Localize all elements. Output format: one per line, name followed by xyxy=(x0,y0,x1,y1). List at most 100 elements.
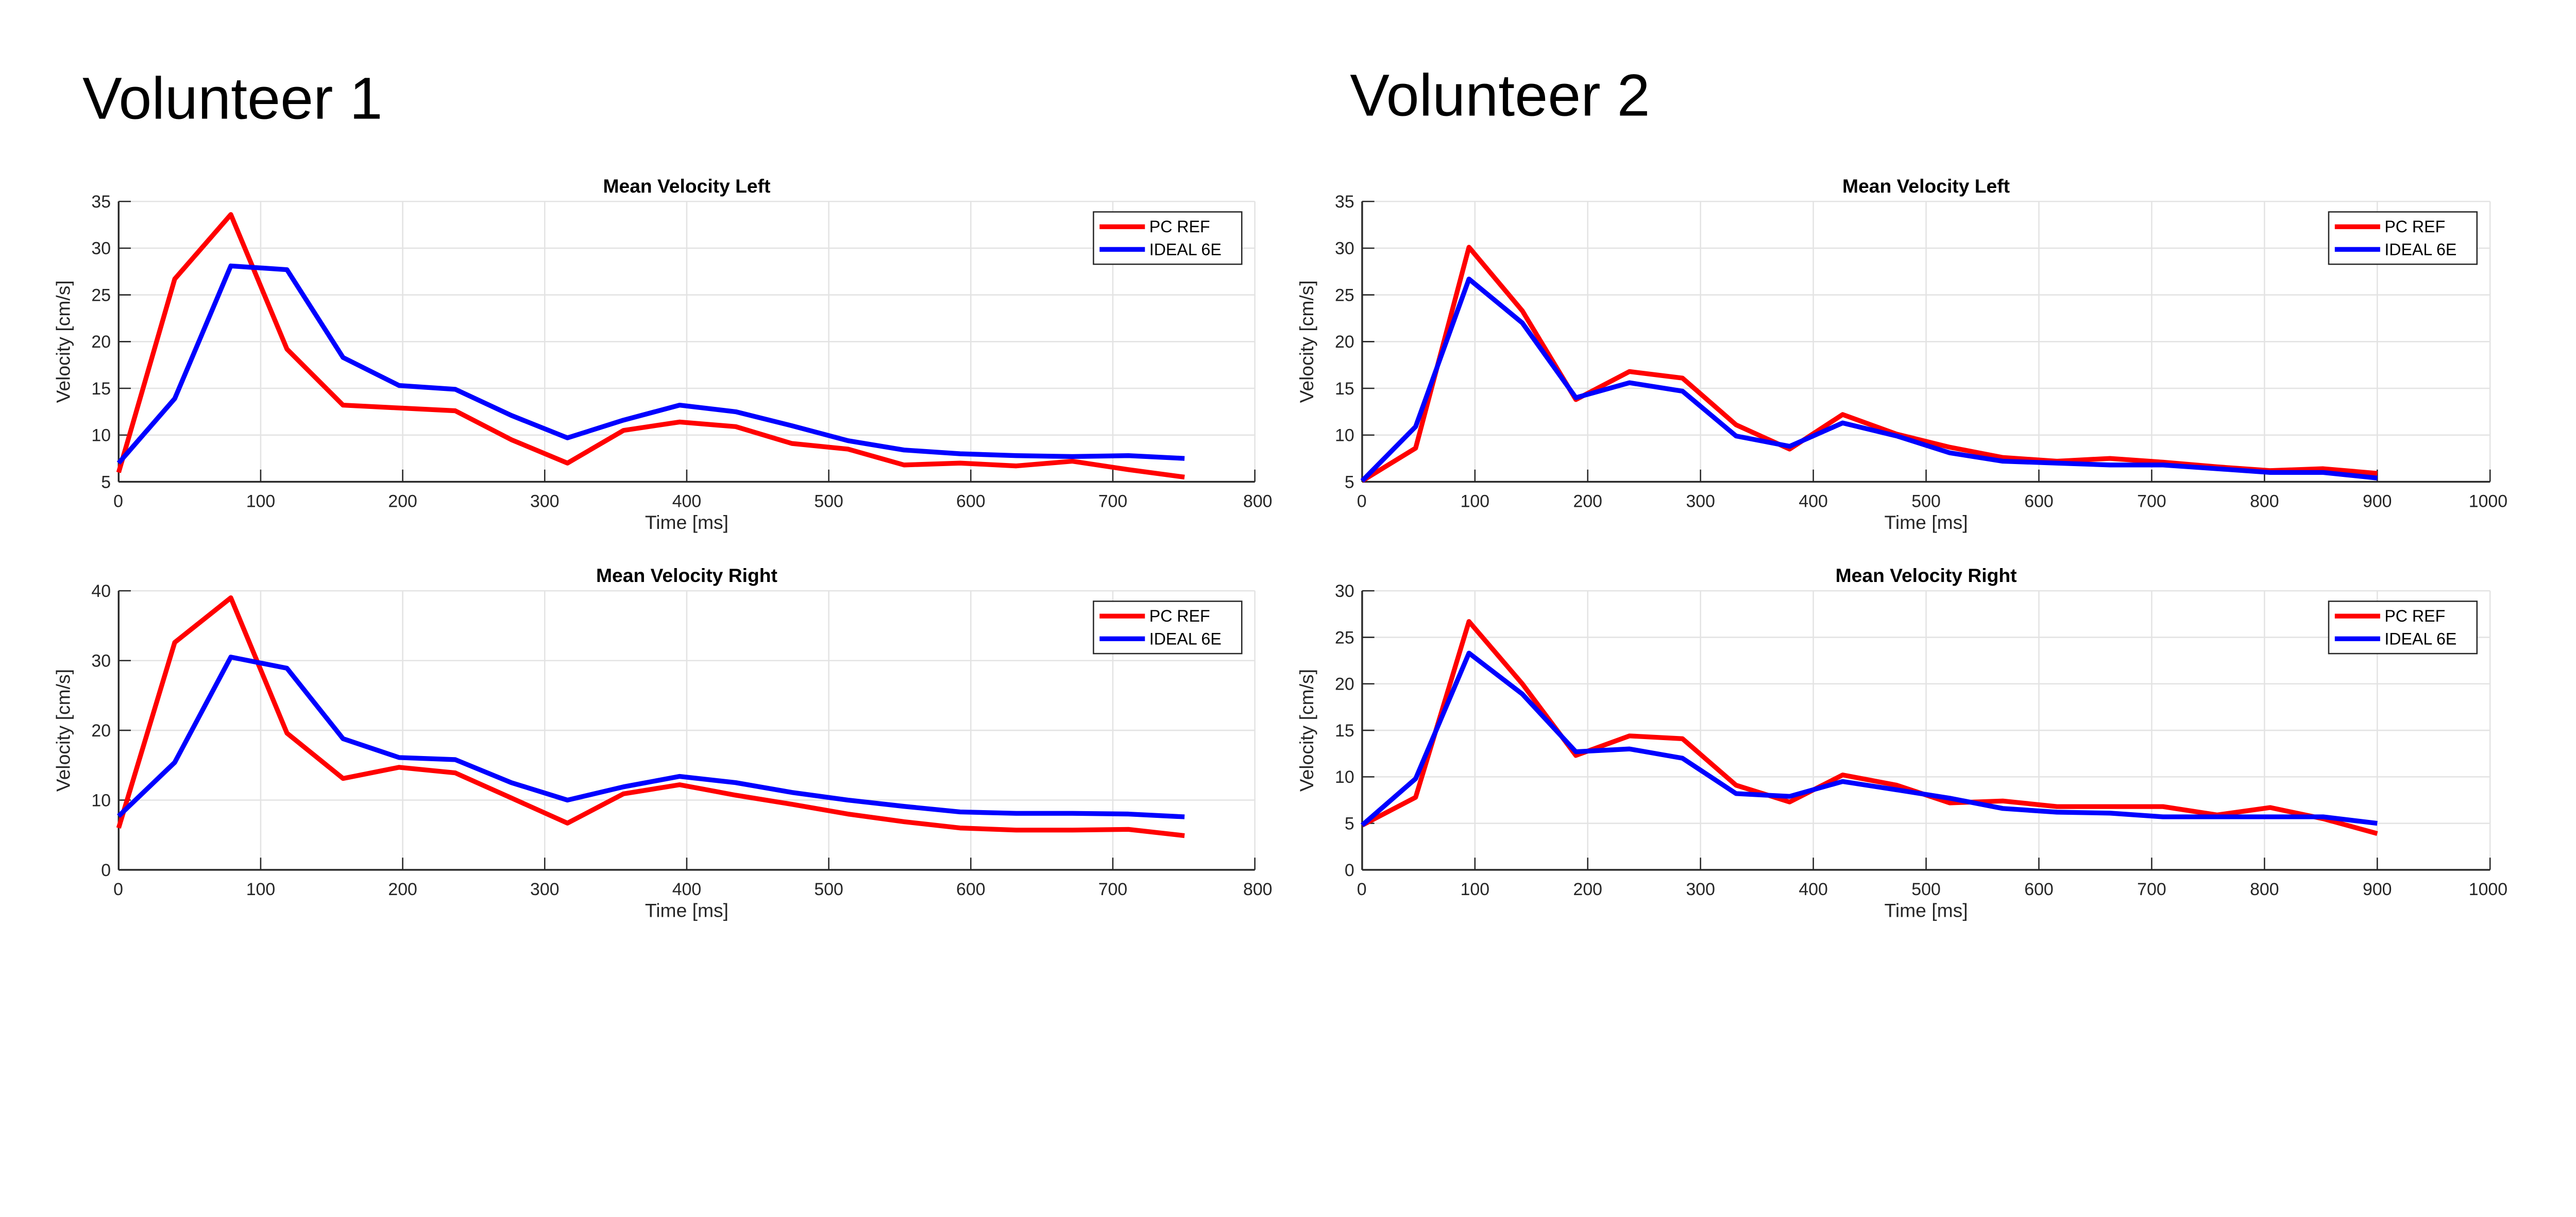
y-tick-label: 20 xyxy=(1335,332,1354,352)
y-tick-label: 0 xyxy=(1345,861,1354,880)
x-tick-label: 200 xyxy=(1573,880,1603,899)
y-tick-label: 20 xyxy=(91,721,111,741)
x-axis-label: Time [ms] xyxy=(645,511,728,533)
y-tick-label: 5 xyxy=(101,472,111,492)
x-tick-label: 400 xyxy=(672,492,702,511)
y-tick-label: 40 xyxy=(91,581,111,601)
y-tick-label: 30 xyxy=(1335,581,1354,601)
x-tick-label: 300 xyxy=(1686,880,1715,899)
x-tick-label: 600 xyxy=(956,492,986,511)
legend-label: PC REF xyxy=(2384,217,2445,236)
chart-title: Mean Velocity Left xyxy=(603,175,770,197)
legend-label: IDEAL 6E xyxy=(2384,629,2456,648)
figure: Volunteer 1 Volunteer 2 0 100 200 300 400 500… xyxy=(0,0,2576,1031)
x-tick-label: 800 xyxy=(2250,880,2279,899)
x-tick-label: 800 xyxy=(1243,880,1273,899)
y-axis-label: Velocity [cm/s] xyxy=(1296,280,1317,403)
chart-panel: 0 100 200 300 400 500 600 700 800 0 10 20 30 40 Mean V… xyxy=(52,564,1272,921)
x-tick-label: 300 xyxy=(530,880,559,899)
x-tick-label: 400 xyxy=(672,880,702,899)
legend-label: IDEAL 6E xyxy=(2384,240,2456,259)
legend-box xyxy=(2328,211,2478,265)
legend-label: PC REF xyxy=(1149,607,1210,625)
x-tick-label: 700 xyxy=(1098,492,1128,511)
x-tick-label: 0 xyxy=(113,492,123,511)
x-tick-label: 500 xyxy=(814,880,843,899)
x-tick-label: 200 xyxy=(388,492,417,511)
x-tick-label: 0 xyxy=(113,880,123,899)
x-tick-label: 600 xyxy=(2024,492,2054,511)
series-line-pc-ref xyxy=(116,212,1185,480)
y-tick-label: 10 xyxy=(1335,426,1354,445)
y-tick-label: 15 xyxy=(1335,721,1354,741)
y-tick-label: 25 xyxy=(91,285,111,305)
x-tick-label: 100 xyxy=(1461,492,1490,511)
chart-title: Mean Velocity Right xyxy=(1836,564,2017,586)
x-axis-label: Time [ms] xyxy=(1885,511,1968,533)
legend-label: PC REF xyxy=(2384,607,2445,625)
x-tick-label: 1000 xyxy=(2469,880,2507,899)
x-tick-label: 300 xyxy=(1686,492,1715,511)
legend-label: IDEAL 6E xyxy=(1149,240,1222,259)
y-tick-label: 25 xyxy=(1335,628,1354,647)
y-tick-label: 5 xyxy=(1345,472,1354,492)
chart-title: Mean Velocity Right xyxy=(596,564,777,586)
y-tick-label: 10 xyxy=(1335,767,1354,787)
x-tick-label: 800 xyxy=(1243,492,1273,511)
charts-group: 0 100 200 300 400 500 600 700 8005101520253035Me… xyxy=(52,175,2507,921)
y-tick-label: 15 xyxy=(1335,379,1354,399)
figure-background xyxy=(0,0,2576,1031)
y-axis-label: Velocity [cm/s] xyxy=(1296,669,1317,792)
legend: PC REF IDEAL 6E xyxy=(1093,211,1243,265)
x-tick-label: 0 xyxy=(1357,880,1367,899)
x-tick-label: 900 xyxy=(2363,492,2392,511)
x-tick-label: 700 xyxy=(2137,880,2166,899)
series-line-pc-ref xyxy=(116,595,1185,838)
chart-panel: 0 100 200 300 400 500 600 700 800 900 1000 5 10 15 20 2… xyxy=(1296,175,2507,533)
y-tick-label: 35 xyxy=(1335,192,1354,212)
x-axis-label: Time [ms] xyxy=(645,899,728,921)
x-tick-label: 100 xyxy=(246,880,275,899)
y-tick-label: 10 xyxy=(91,426,111,445)
legend-box xyxy=(2328,601,2478,655)
y-tick-label: 20 xyxy=(1335,675,1354,694)
x-tick-label: 1000 xyxy=(2469,492,2507,511)
x-tick-label: 400 xyxy=(1799,880,1828,899)
x-tick-label: 600 xyxy=(956,880,986,899)
x-tick-label: 900 xyxy=(2363,880,2392,899)
x-tick-label: 200 xyxy=(388,880,417,899)
chart-title: Mean Velocity Left xyxy=(1842,175,2010,197)
y-axis-label: Velocity [cm/s] xyxy=(52,669,74,792)
chart-panel: 0 100 200 300 400 500 600 700 800 5 10 15 20 25 30 35 Me… xyxy=(52,175,1272,533)
series-line-pc-ref xyxy=(1361,619,2378,836)
x-tick-label: 700 xyxy=(2137,492,2166,511)
y-tick-label: 5 xyxy=(1345,814,1354,834)
y-tick-label: 15 xyxy=(91,379,111,399)
x-tick-label: 400 xyxy=(1799,492,1828,511)
legend-box xyxy=(1093,601,1243,655)
volunteer-1-title: Volunteer 1 xyxy=(82,65,382,131)
legend-box xyxy=(1093,211,1243,265)
legend: PC REF IDEAL 6E xyxy=(2328,601,2478,655)
x-tick-label: 0 xyxy=(1357,492,1367,511)
y-tick-label: 30 xyxy=(1335,239,1354,259)
series-line-ideal-6e xyxy=(116,263,1185,465)
legend-label: PC REF xyxy=(1149,217,1210,236)
x-tick-label: 300 xyxy=(530,492,559,511)
volunteer-2-title: Volunteer 2 xyxy=(1350,62,1650,128)
y-tick-label: 20 xyxy=(91,332,111,352)
x-tick-label: 100 xyxy=(1461,880,1490,899)
x-tick-label: 200 xyxy=(1573,492,1603,511)
x-tick-label: 500 xyxy=(1911,880,1941,899)
series-line-ideal-6e xyxy=(1360,277,2378,483)
legend: PC REF IDEAL 6E xyxy=(2328,211,2478,265)
legend: PC REF IDEAL 6E xyxy=(1093,601,1243,655)
x-axis-label: Time [ms] xyxy=(1885,899,1968,921)
x-tick-label: 800 xyxy=(2250,492,2279,511)
chart-panel: 0 100 200 300 400 500 600 700 800 900 1000 0 5 10 15 20… xyxy=(1296,564,2507,921)
series-line-ideal-6e xyxy=(117,655,1185,819)
y-tick-label: 30 xyxy=(91,239,111,259)
y-tick-label: 0 xyxy=(101,861,111,880)
y-axis-label: Velocity [cm/s] xyxy=(52,280,74,403)
series-line-ideal-6e xyxy=(1360,650,2378,827)
